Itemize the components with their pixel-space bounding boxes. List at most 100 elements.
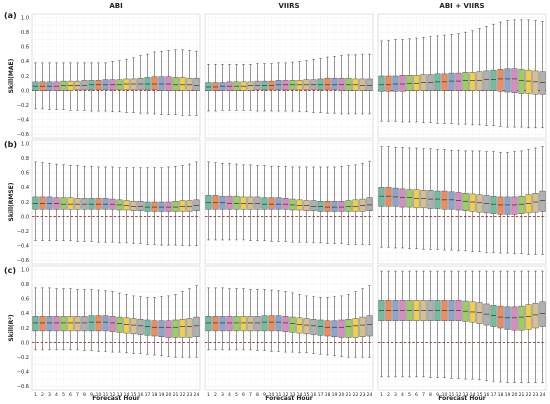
x-tick-label: 3 <box>221 392 224 398</box>
x-tick-label: 14 <box>470 392 476 398</box>
x-tick-label: 19 <box>159 392 165 398</box>
y-tick-label: 1.0 <box>21 267 29 273</box>
x-tick-label: 2 <box>41 392 44 398</box>
x-tick-label: 20 <box>166 392 172 398</box>
x-axis-label-abi-viirs: Forecast Hour <box>438 395 486 402</box>
box-hour-20 <box>338 77 345 91</box>
x-tick-label: 22 <box>180 392 186 398</box>
box-hour-19 <box>158 76 165 91</box>
y-tick-label: 0.8 <box>21 156 29 162</box>
panel-c-0: 1.00.80.60.40.20.0−0.2−0.4−0.61 2 3 4 5 6 7 8 9 1… <box>17 265 201 398</box>
x-tick-label: 13 <box>290 392 296 398</box>
box-hour-16 <box>310 318 317 335</box>
box-hour-3 <box>392 187 399 207</box>
x-tick-label: 8 <box>429 392 432 398</box>
box-hour-9 <box>88 198 95 210</box>
box-hour-1 <box>32 316 39 332</box>
box-hour-7 <box>74 316 81 332</box>
x-tick-label: 9 <box>90 392 93 398</box>
box-hour-1 <box>378 187 385 207</box>
box-hour-10 <box>441 73 448 91</box>
box-hour-17 <box>144 77 151 91</box>
box-hour-17 <box>490 195 497 214</box>
row-label-b: (b) <box>4 140 17 149</box>
y-tick-label: 1.0 <box>21 141 29 147</box>
x-tick-label: 21 <box>519 392 525 398</box>
x-tick-label: 23 <box>360 392 366 398</box>
x-tick-label: 5 <box>62 392 65 398</box>
x-axis-label-viirs: Forecast Hour <box>265 395 313 402</box>
box-hour-7 <box>420 190 427 209</box>
box-hour-8 <box>81 80 88 91</box>
x-tick-label: 3 <box>394 392 397 398</box>
box-hour-2 <box>385 75 392 92</box>
box-hour-2 <box>212 195 219 210</box>
box-hour-16 <box>483 195 490 214</box>
box-hour-3 <box>392 75 399 92</box>
x-tick-label: 15 <box>304 392 310 398</box>
x-tick-label: 10 <box>269 392 275 398</box>
box-hour-12 <box>282 316 289 332</box>
x-tick-label: 14 <box>124 392 130 398</box>
y-tick-label: −0.4 <box>17 370 29 376</box>
box-hour-21 <box>518 195 525 214</box>
y-tick-label: 0.2 <box>21 326 29 332</box>
x-tick-label: 3 <box>48 392 51 398</box>
box-hour-22 <box>525 69 532 94</box>
box-hour-9 <box>434 73 441 91</box>
box-hour-18 <box>151 76 158 91</box>
box-hour-3 <box>46 316 53 332</box>
box-hour-10 <box>441 190 448 210</box>
panel-c-2: 1 2 3 4 5 6 7 8 9 10 11 12 13 14 15 16 17 18 19 20 21 22 23 24 <box>377 265 547 398</box>
box-hour-20 <box>511 68 518 94</box>
box-hour-15 <box>130 78 137 91</box>
box-hour-20 <box>165 201 172 212</box>
y-tick-label: 0.4 <box>21 185 29 191</box>
box-hour-17 <box>144 201 151 212</box>
box-hour-2 <box>39 316 46 332</box>
box-hour-6 <box>413 189 420 209</box>
column-title-abi-viirs: ABI + VIIRS <box>439 2 484 10</box>
box-hour-22 <box>352 199 359 212</box>
box-hour-5 <box>60 80 67 91</box>
y-tick-label: −0.2 <box>17 103 29 109</box>
box-hour-14 <box>469 72 476 91</box>
box-hour-21 <box>172 77 179 91</box>
panel-b-2 <box>377 139 547 265</box>
box-hour-23 <box>532 302 539 329</box>
x-tick-label: 18 <box>498 392 504 398</box>
box-hour-24 <box>366 197 373 212</box>
box-hour-19 <box>504 196 511 215</box>
box-hour-5 <box>233 195 240 210</box>
x-tick-label: 12 <box>283 392 289 398</box>
x-tick-label: 6 <box>242 392 245 398</box>
box-hour-13 <box>289 198 296 211</box>
y-tick-label: 0.0 <box>21 214 29 220</box>
box-hour-23 <box>359 78 366 91</box>
box-hour-23 <box>359 198 366 212</box>
panel-a-2 <box>377 13 547 139</box>
box-hour-1 <box>378 75 385 92</box>
box-hour-21 <box>518 305 525 331</box>
box-hour-19 <box>504 68 511 93</box>
box-hour-11 <box>448 72 455 91</box>
box-hour-5 <box>233 316 240 332</box>
y-tick-label: 0.4 <box>21 59 29 65</box>
box-hour-11 <box>275 315 282 332</box>
column-title-viirs: VIIRS <box>278 2 299 10</box>
box-hour-21 <box>345 318 352 338</box>
x-tick-label: 17 <box>491 392 497 398</box>
box-hour-18 <box>151 201 158 212</box>
box-hour-24 <box>366 315 373 337</box>
box-hour-10 <box>95 315 102 332</box>
x-tick-label: 12 <box>110 392 116 398</box>
box-hour-8 <box>254 316 261 332</box>
box-hour-2 <box>385 187 392 207</box>
box-hour-22 <box>179 318 186 338</box>
box-hour-22 <box>525 194 532 214</box>
plot-layer: 1.0 0.8 0.6 0.4 0.2 0.0 −0.2 −0.4 −0.6 1.0 0.8 0.6 0… <box>17 13 547 398</box>
box-hour-15 <box>476 71 483 91</box>
box-hour-24 <box>539 190 546 212</box>
box-hour-9 <box>88 80 95 91</box>
x-tick-label: 24 <box>540 392 546 398</box>
